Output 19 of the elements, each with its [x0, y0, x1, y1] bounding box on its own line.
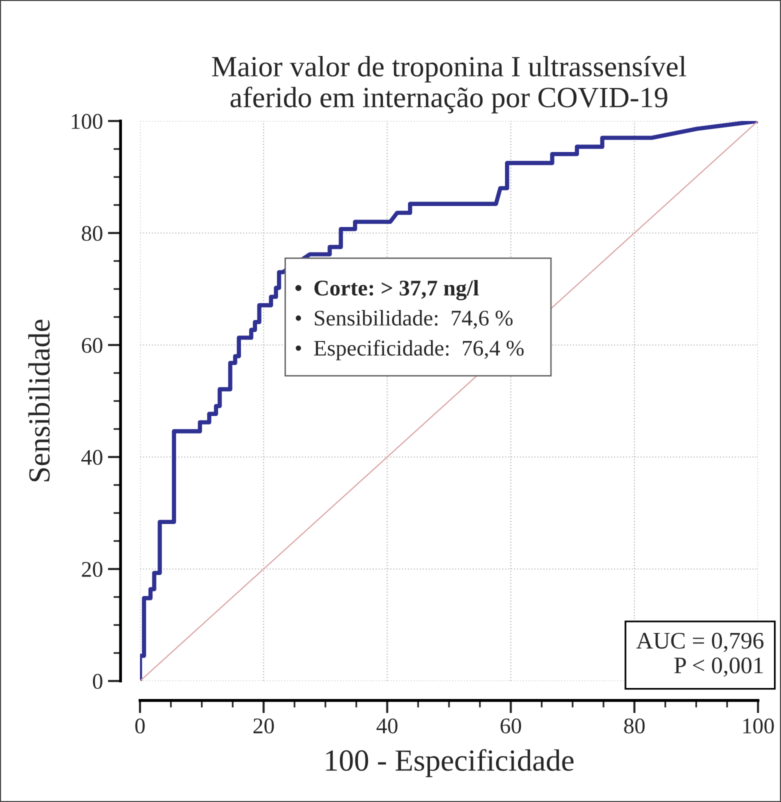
y-tick-label: 60 [82, 338, 102, 353]
y-axis-title: Sensibilidade [28, 320, 50, 482]
x-tick-label: 80 [624, 718, 645, 734]
annotation: • Especificidade: 76,4 % [296, 340, 524, 360]
y-tick-label: 20 [82, 562, 102, 577]
y-tick-label: 80 [82, 226, 102, 241]
x-axis-title: 100 - Especificidade [326, 749, 574, 778]
x-tick-label: 100 [743, 718, 774, 734]
x-tick-label: 0 [135, 718, 145, 734]
y-tick-label: 0 [92, 674, 102, 689]
x-tick-label: 20 [253, 718, 274, 734]
x-tick-label: 60 [500, 718, 522, 734]
annotation: • Sensibilidade: 74,6 % [296, 310, 513, 329]
y-tick-label: 40 [81, 450, 102, 465]
chart-title: Maior valor de troponina I ultrassensível aferido em internação por COVID-19 [212, 56, 686, 114]
annotation: AUC = 0,796 P < 0,001 [636, 632, 764, 677]
x-tick-label: 40 [376, 718, 398, 734]
y-tick-label: 100 [72, 114, 102, 129]
annotation: • Corte: > 37,7 ng/l [295, 280, 479, 300]
